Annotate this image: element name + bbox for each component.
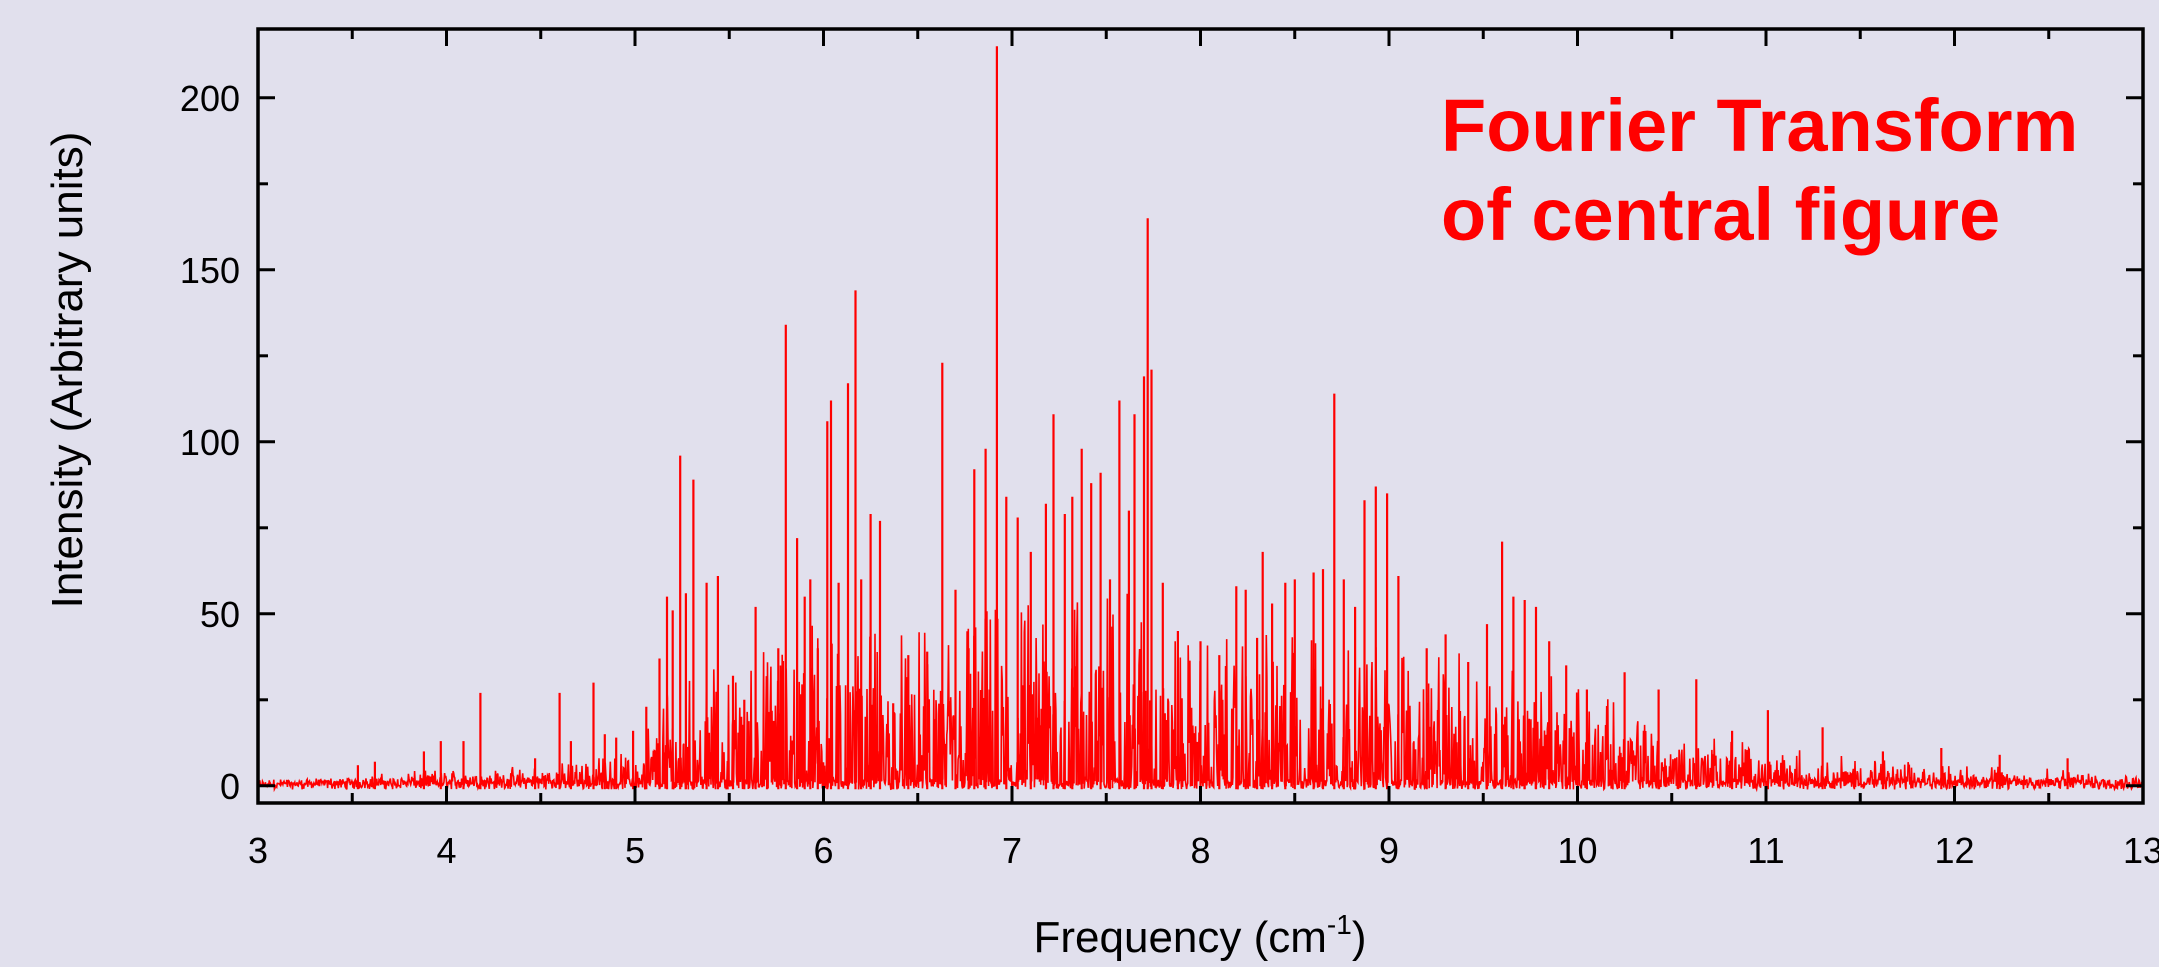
x-tick-label-12: 12 bbox=[1934, 830, 1974, 871]
x-tick-label-8: 8 bbox=[1190, 830, 1210, 871]
x-tick-label-13: 13 bbox=[2123, 830, 2159, 871]
y-tick-label-0: 0 bbox=[220, 766, 240, 807]
y-tick-label-100: 100 bbox=[180, 422, 240, 463]
x-tick-label-10: 10 bbox=[1557, 830, 1597, 871]
x-tick-label-6: 6 bbox=[813, 830, 833, 871]
series-layer bbox=[257, 46, 2144, 793]
x-axis-title: Frequency (cm-1) bbox=[1034, 909, 1367, 962]
annotation-layer: Fourier Transform of central figure bbox=[1441, 84, 2078, 256]
y-tick-label-200: 200 bbox=[180, 78, 240, 119]
x-tick-label-4: 4 bbox=[436, 830, 456, 871]
x-axis-title-suffix: ) bbox=[1352, 913, 1367, 962]
x-tick-label-7: 7 bbox=[1002, 830, 1022, 871]
y-axis-title: Intensity (Arbitrary units) bbox=[43, 132, 92, 609]
annotation-line-2: of central figure bbox=[1441, 173, 2000, 256]
x-axis-title-sup: -1 bbox=[1327, 909, 1352, 940]
y-tick-label-50: 50 bbox=[200, 594, 240, 635]
x-tick-label-11: 11 bbox=[1747, 830, 1784, 871]
y-tick-label-150: 150 bbox=[180, 250, 240, 291]
x-tick-label-5: 5 bbox=[625, 830, 645, 871]
x-tick-label-9: 9 bbox=[1379, 830, 1399, 871]
annotation-line-1: Fourier Transform bbox=[1441, 84, 2078, 167]
x-tick-label-3: 3 bbox=[248, 830, 268, 871]
tick-layer: 3 4 5 6 7 8 9 10 11 12 13 0 50 100 150 200 bbox=[180, 29, 2159, 871]
x-axis-title-text: Frequency (cm bbox=[1034, 913, 1327, 962]
